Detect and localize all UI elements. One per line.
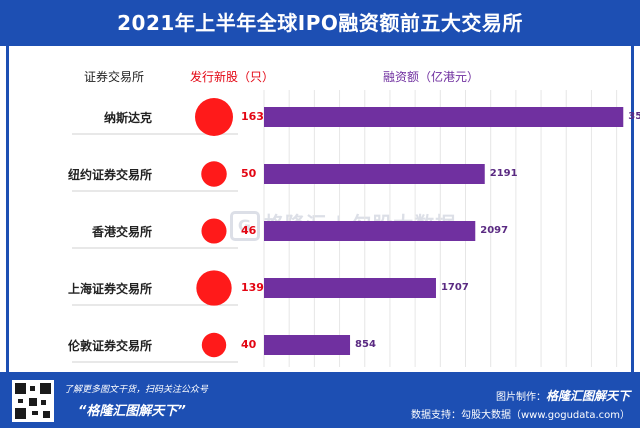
ipo-bubble bbox=[201, 218, 227, 244]
footer-account-name: “格隆汇图解天下” bbox=[78, 404, 186, 419]
column-header-amount: 融资额（亿港元） bbox=[383, 70, 480, 84]
amount-bar bbox=[264, 221, 476, 241]
amount-value-label: 854 bbox=[355, 339, 376, 350]
ipo-value-label: 40 bbox=[241, 338, 257, 351]
amount-bar bbox=[264, 335, 351, 355]
column-header-exchange: 证券交易所 bbox=[84, 70, 145, 84]
ipo-value-label: 139 bbox=[241, 281, 264, 294]
column-header-ipos: 发行新股（只） bbox=[190, 70, 275, 84]
footer-bar bbox=[0, 372, 640, 428]
exchange-label: 伦敦证券交易所 bbox=[67, 339, 152, 353]
ipo-value-label: 46 bbox=[241, 224, 257, 237]
amount-value-label: 1707 bbox=[440, 282, 469, 293]
footer-brand: 格隆汇图解天下 bbox=[545, 389, 630, 403]
amount-value-label: 3566 bbox=[628, 111, 640, 122]
amount-bar bbox=[264, 107, 624, 127]
qr-code bbox=[12, 380, 54, 422]
chart-frame bbox=[6, 46, 634, 372]
ipo-value-label: 50 bbox=[241, 167, 257, 180]
exchange-label: 上海证券交易所 bbox=[67, 282, 152, 296]
ipo-bubble bbox=[195, 98, 233, 136]
amount-value-label: 2191 bbox=[489, 168, 518, 179]
footer-qr-hint: 了解更多图文干货，扫码关注公众号 bbox=[64, 385, 209, 395]
chart-title: 2021年上半年全球IPO融资额前五大交易所 bbox=[117, 11, 523, 35]
exchange-label: 香港交易所 bbox=[91, 225, 152, 239]
footer-made-by-label: 图片制作： bbox=[495, 392, 546, 403]
footer-made-by: 图片制作：格隆汇图解天下 bbox=[496, 387, 630, 404]
exchange-label: 纳斯达克 bbox=[103, 111, 152, 125]
ipo-bubble bbox=[201, 332, 227, 358]
amount-bar bbox=[264, 278, 436, 298]
amount-value-label: 2097 bbox=[480, 225, 509, 236]
ipo-bubble bbox=[196, 270, 232, 306]
ipo-bubble bbox=[201, 161, 227, 187]
amount-bar bbox=[264, 164, 485, 184]
exchange-label: 纽约证券交易所 bbox=[67, 168, 152, 182]
watermark-logo: G bbox=[230, 211, 260, 241]
title-bar bbox=[0, 0, 640, 46]
ipo-value-label: 163 bbox=[241, 110, 264, 123]
footer-data-source: 数据支持：勾股大数据（www.gogudata.com） bbox=[410, 410, 630, 421]
